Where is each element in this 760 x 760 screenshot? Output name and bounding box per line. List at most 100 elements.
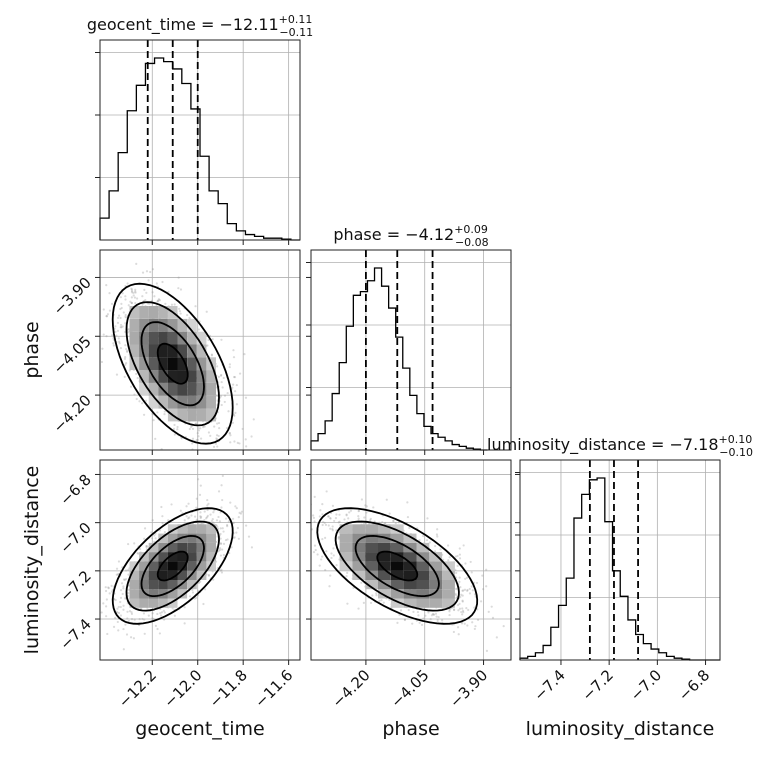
sample-point [112, 344, 115, 347]
sample-point [220, 506, 223, 509]
density-cell [403, 533, 417, 543]
density-cell [187, 561, 197, 571]
sample-point [475, 581, 479, 585]
sample-point [115, 334, 118, 337]
density-cell [196, 331, 207, 345]
sample-point [432, 613, 435, 616]
sample-point [458, 557, 462, 560]
density-cell [187, 552, 197, 562]
sample-point [180, 437, 183, 440]
sample-point [107, 586, 110, 589]
sample-point [119, 347, 123, 350]
sample-point [138, 547, 142, 551]
sample-point [117, 605, 120, 609]
sample-point [123, 357, 127, 361]
contour-3 [111, 282, 234, 445]
x-tick-label: −4.05 [387, 666, 432, 711]
density-cell [442, 561, 455, 571]
sample-point [135, 372, 138, 376]
sample-point [331, 504, 335, 507]
sample-point [126, 610, 129, 613]
sample-point [220, 403, 223, 407]
density-cell [167, 357, 178, 371]
panel-frame [99, 39, 301, 241]
sample-point [495, 636, 498, 639]
sample-point [318, 564, 321, 567]
x-tick-label: −3.90 [446, 666, 491, 711]
density-cell [429, 561, 443, 571]
sample-point [219, 511, 222, 514]
sample-point [329, 574, 332, 577]
sample-point [345, 575, 348, 578]
contour-2 [125, 520, 220, 612]
sample-point [134, 290, 137, 293]
density-cell [177, 552, 188, 562]
sample-point [188, 316, 191, 319]
sample-point [108, 592, 111, 595]
density-cell [139, 306, 149, 319]
sample-point [163, 618, 166, 621]
sample-point [121, 325, 124, 328]
sample-point [132, 291, 135, 294]
sample-point [197, 435, 200, 438]
sample-point [202, 425, 205, 429]
sample-point [134, 291, 137, 294]
sample-point [219, 569, 222, 572]
contour-3 [316, 507, 479, 625]
sample-point [219, 537, 222, 540]
sample-point [232, 517, 235, 520]
sample-point [207, 574, 211, 577]
sample-point [115, 373, 119, 376]
sample-point [329, 517, 332, 520]
sample-point [464, 577, 467, 580]
sample-point [233, 440, 236, 443]
sample-point [207, 502, 210, 505]
sample-point [466, 588, 469, 592]
y-tick-label: −4.05 [50, 332, 95, 377]
density-cell [416, 598, 430, 608]
sample-point [466, 589, 469, 592]
x-tick-label: −11.6 [251, 666, 296, 711]
sample-point [250, 546, 254, 549]
sample-point [327, 515, 330, 518]
density-cell [416, 542, 430, 553]
sample-point [211, 338, 214, 341]
density-cell [429, 589, 443, 599]
sample-point [429, 618, 432, 621]
density-cell [139, 561, 149, 571]
density-cell [148, 331, 159, 345]
panel-frame [310, 249, 512, 451]
density-cell [177, 570, 188, 580]
sample-point [236, 441, 239, 444]
sample-point [125, 361, 128, 365]
sample-point [130, 296, 133, 299]
sample-point [145, 546, 148, 549]
sample-point [215, 519, 219, 522]
sample-point [403, 618, 406, 622]
sample-point [161, 280, 164, 284]
sample-point [231, 421, 234, 424]
sample-point [210, 354, 214, 357]
sample-point [187, 517, 190, 520]
sample-point [119, 296, 122, 299]
panel-title-geocent_time: geocent_time = −12.11+0.11 −0.11 [87, 13, 313, 39]
sample-point [215, 394, 219, 397]
sample-point [189, 425, 193, 429]
sample-point [446, 544, 450, 547]
sample-point [321, 523, 324, 527]
density-cell [339, 524, 353, 534]
density-cell [390, 552, 404, 562]
sample-point [198, 493, 202, 496]
sample-point [324, 536, 327, 539]
histogram-panel-phase [306, 249, 512, 451]
sample-point [396, 621, 399, 624]
density-cell [187, 395, 197, 409]
density-cell [158, 570, 168, 580]
sample-point [417, 614, 420, 617]
sample-point [135, 297, 139, 300]
sample-point [461, 600, 464, 603]
density-cell [416, 561, 430, 571]
density-cell [390, 524, 404, 534]
sample-point [408, 526, 411, 530]
